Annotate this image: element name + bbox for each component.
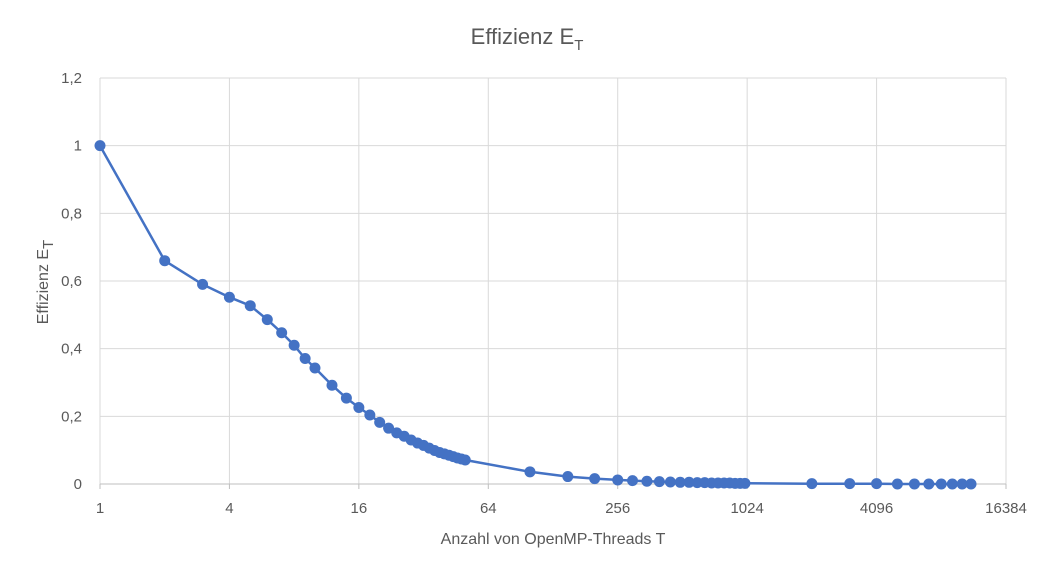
data-point [965,478,977,490]
x-tick-label: 256 [605,500,630,517]
data-point [923,478,935,490]
data-point [946,478,958,490]
data-point [288,339,300,351]
data-point [562,471,574,483]
data-point [459,454,471,466]
data-point [891,478,903,490]
y-tick-label: 0,6 [61,273,82,290]
data-point [326,379,338,391]
data-point [223,291,235,303]
data-point [299,352,311,364]
data-point [739,477,751,489]
data-point [844,478,856,490]
y-tick-labels: 0 0,2 0,4 0,6 0,8 1 1,2 [61,70,82,493]
data-point [309,362,321,374]
chart-title-subscript: T [574,37,583,54]
x-tick-label: 4096 [860,500,893,517]
x-tick-label: 4 [225,500,233,517]
data-point [664,476,676,488]
chart-title: Effizienz ET [471,24,584,54]
y-tick-label: 0,8 [61,205,82,222]
y-axis-title: Effizienz ET [35,240,57,324]
data-point [197,278,209,290]
data-point [612,474,624,486]
data-point [364,409,376,421]
series-line [98,145,971,486]
data-point [589,473,601,485]
x-tick-label: 1024 [730,500,763,517]
y-axis-title-main: Effizienz E [35,249,52,324]
data-point [374,416,386,428]
data-point [935,478,947,490]
data-point [276,327,288,339]
data-point [806,478,818,490]
x-tick-label: 16 [351,500,368,517]
data-point [683,476,695,488]
data-point [871,478,883,490]
y-tick-label: 1 [74,138,82,155]
x-tick-label: 16384 [985,500,1027,517]
y-tick-label: 0,4 [61,341,82,358]
data-point [908,478,920,490]
y-axis-title-subscript: T [40,240,57,249]
x-axis-title: Anzahl von OpenMP-Threads T [441,531,666,548]
data-point [653,476,665,488]
data-point [261,314,273,326]
y-tick-label: 0 [74,476,82,493]
data-point [383,422,395,434]
x-tick-label: 1 [96,500,104,517]
data-point [353,402,365,414]
data-points [94,140,977,490]
data-point [159,255,171,267]
data-point [674,476,686,488]
chart-title-main: Effizienz E [471,24,575,49]
data-point [641,475,653,487]
y-tick-label: 1,2 [61,70,82,87]
data-point [244,300,256,312]
data-point [524,466,536,478]
data-point [956,478,968,490]
y-tick-label: 0,2 [61,408,82,425]
data-point [94,140,106,152]
x-tick-label: 64 [480,500,497,517]
data-point [627,475,639,487]
gridlines [99,77,1007,484]
x-tick-labels: 1 4 16 64 256 1024 4096 16384 [96,500,1027,517]
data-point [340,392,352,404]
